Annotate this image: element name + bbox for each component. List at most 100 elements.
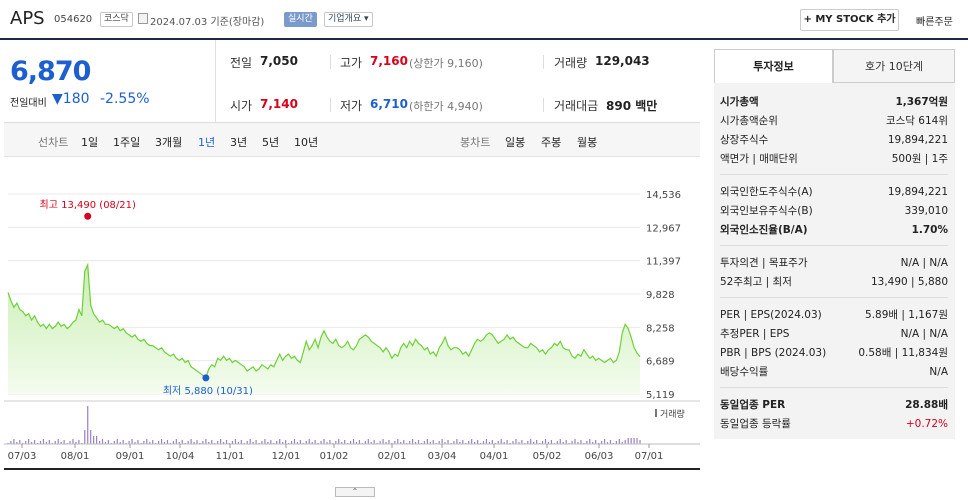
amount-label: 거래대금 — [554, 99, 599, 113]
tab-period-5[interactable]: 5년 — [262, 136, 280, 149]
tab-period-4[interactable]: 3년 — [230, 136, 248, 149]
stock-name: APS — [10, 8, 45, 29]
volume-bar — [264, 439, 266, 444]
volume-bar — [592, 442, 594, 444]
volume-bar — [69, 441, 71, 444]
volume-bar — [547, 442, 550, 444]
tab-candle-2[interactable]: 월봉 — [577, 136, 598, 149]
info-value: 19,894,221 — [887, 134, 948, 146]
tab-period-0[interactable]: 1일 — [81, 136, 99, 149]
price-line — [7, 262, 641, 379]
x-tick-label: 05/02 — [533, 451, 562, 462]
volume-bar — [385, 442, 387, 444]
tab-period-6[interactable]: 10년 — [294, 136, 319, 149]
volume-bar — [541, 441, 544, 444]
live-button[interactable]: 실시간 — [284, 12, 317, 27]
divider — [720, 297, 948, 298]
volume-bar — [19, 440, 21, 444]
info-row: 52주최고 | 최저 13,490 | 5,880 — [720, 274, 948, 291]
volume-bar — [338, 439, 340, 444]
high-label: 최고 13,490 (08/21) — [40, 199, 136, 211]
tab-investment-info[interactable]: 투자정보 — [714, 49, 833, 83]
volume-bar — [536, 440, 538, 444]
volume-bar — [586, 441, 588, 444]
volume-bar — [78, 440, 80, 444]
volume-bar — [234, 439, 237, 444]
volume-bar — [249, 439, 251, 444]
volume-bar — [409, 441, 411, 444]
add-mystock-button[interactable]: + MY STOCK 추가 — [800, 9, 899, 31]
volume-bar — [231, 441, 234, 444]
corp-info-dropdown[interactable]: 기업개요 ▾ — [324, 12, 373, 27]
info-key: 투자의견 | 목표주가 — [720, 257, 808, 269]
volume-bar — [101, 439, 104, 444]
volume-bar — [122, 440, 124, 444]
price-area — [8, 264, 640, 394]
header-divider — [0, 38, 968, 40]
volume-bar — [355, 442, 358, 444]
volume-bar — [320, 441, 322, 444]
volume-bar — [311, 442, 313, 444]
volume-bar — [426, 439, 428, 444]
tab-candle-0[interactable]: 일봉 — [505, 136, 526, 149]
volume-bar — [113, 441, 115, 444]
volume-bar — [411, 439, 414, 444]
x-tick-label: 08/01 — [61, 451, 90, 462]
tab-order-book[interactable]: 호가 10단계 — [833, 49, 955, 83]
volume-bar — [639, 440, 641, 444]
volume-bar — [577, 442, 579, 444]
upper-limit: (상한가 9,160) — [409, 57, 483, 70]
x-tick-label: 12/01 — [272, 451, 301, 462]
tab-candle-1[interactable]: 주봉 — [541, 136, 562, 149]
x-tick-label: 06/03 — [585, 451, 614, 462]
volume-bar — [515, 439, 517, 444]
volume-bar — [222, 442, 225, 444]
volume-bar — [527, 441, 529, 444]
volume-bar — [205, 439, 207, 444]
volume-bar — [276, 441, 278, 444]
prev-close-label: 전일 — [230, 56, 253, 70]
y-tick-label: 6,689 — [646, 357, 675, 368]
volume-bar — [471, 439, 473, 444]
volume-bar — [444, 442, 446, 444]
volume-bar — [497, 441, 499, 444]
volume-bar — [45, 442, 47, 444]
quick-order-link[interactable]: 빠른주문 — [916, 17, 953, 28]
calendar-icon — [138, 13, 148, 24]
investment-info-panel — [714, 83, 955, 439]
prev-close-value: 7,050 — [260, 54, 298, 68]
volume-bar — [364, 441, 366, 444]
volume-bar — [225, 440, 228, 444]
volume-value: 129,043 — [595, 54, 650, 68]
info-row: 외국인한도주식수(A) 19,894,221 — [720, 184, 948, 201]
volume-bar — [341, 442, 343, 444]
collapse-button[interactable]: ⌃ — [335, 487, 375, 497]
info-value: 코스닥 614위 — [885, 115, 948, 127]
info-key: 52주최고 | 최저 — [720, 276, 792, 288]
x-tick-label: 09/01 — [116, 451, 145, 462]
y-tick-label: 11,397 — [646, 257, 681, 268]
volume-bar — [48, 440, 50, 444]
tab-period-1[interactable]: 1주일 — [113, 136, 141, 149]
volume-bar — [252, 442, 254, 444]
volume-bar — [299, 440, 301, 444]
volume-bar — [559, 439, 561, 444]
volume-bar — [474, 442, 476, 444]
volume-bar — [589, 439, 591, 444]
volume-bar — [87, 406, 89, 444]
volume-bar — [367, 439, 369, 444]
volume-bar — [506, 440, 508, 444]
volume-bar — [279, 439, 281, 444]
x-tick-label: 10/04 — [166, 451, 195, 462]
tab-period-2[interactable]: 3개월 — [155, 136, 183, 149]
volume-bar — [521, 440, 523, 444]
volume-bar — [456, 439, 458, 444]
info-value: 1.70% — [911, 224, 948, 236]
volume-bar — [33, 440, 36, 444]
volume-bar — [544, 439, 547, 444]
info-key: 추정PER | EPS — [720, 328, 790, 340]
volume-bar — [175, 439, 177, 444]
tab-period-3[interactable]: 1년 — [198, 136, 216, 149]
volume-bar — [595, 440, 597, 444]
price-chart[interactable]: 14,536 12,967 11,397 9,828 8,258 6,689 5,119 최고… — [4, 157, 700, 487]
